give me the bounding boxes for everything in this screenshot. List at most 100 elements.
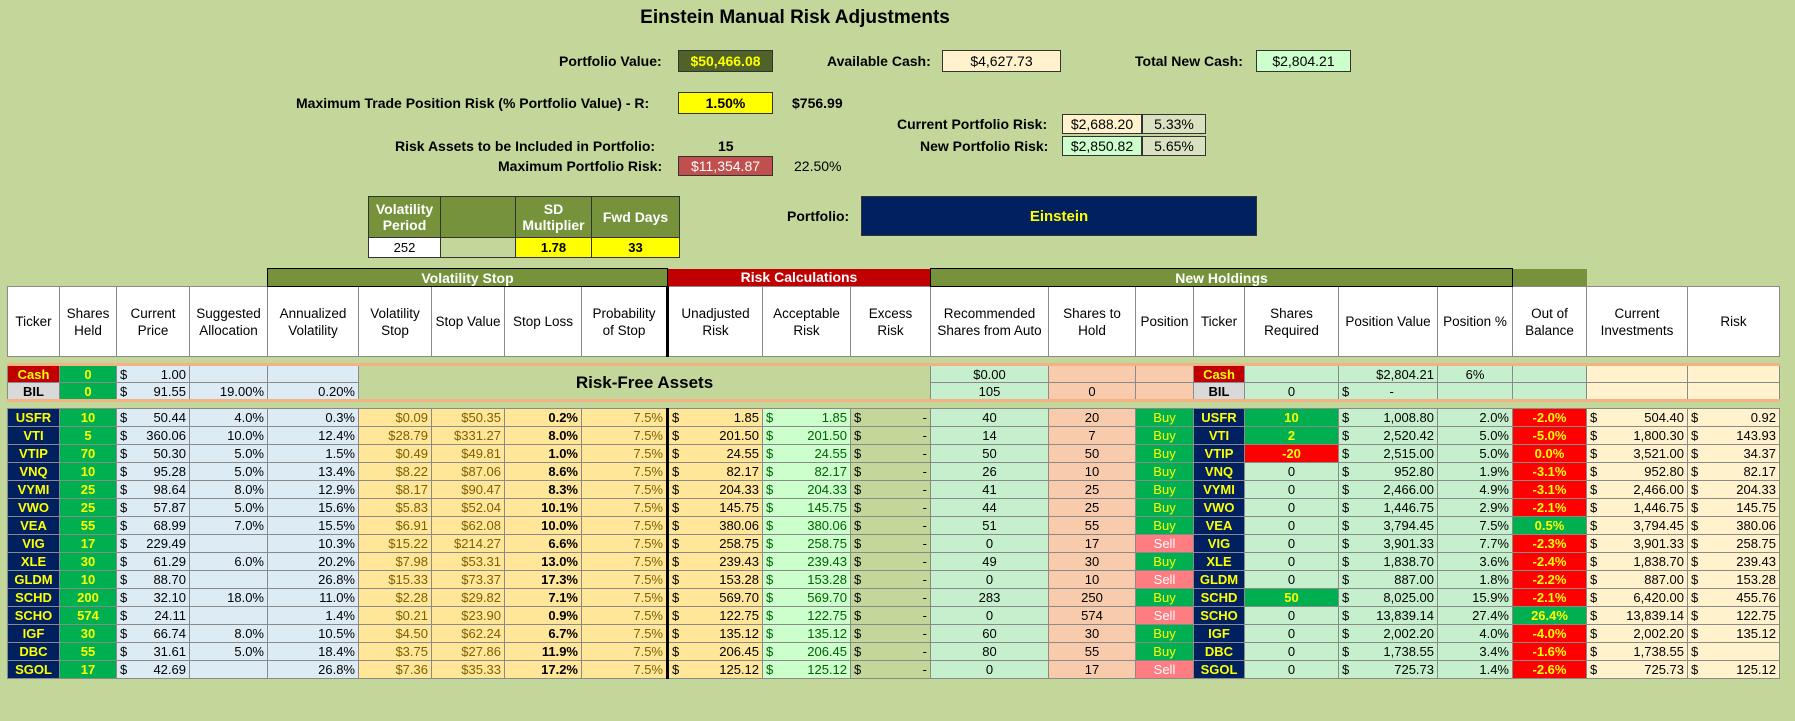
probability-of-stop-cell: 7.5% [581, 660, 668, 679]
shares-held-cell[interactable]: 30 [59, 552, 117, 571]
total-new-cash-cell[interactable]: $2,804.21 [1256, 50, 1351, 72]
current-price-cell-value: 360.06 [146, 428, 186, 443]
portfolio-value-cell[interactable]: $50,466.08 [678, 50, 773, 72]
asset-rows: USFR 10 $50.44 4.0% 0.3% $0.09 $50.35 0.2% 7.5% $… [7, 408, 1780, 679]
shares-held-cell[interactable]: 5 [59, 426, 117, 445]
ticker-cell[interactable]: USFR [7, 408, 60, 427]
table-row: USFR 10 $50.44 4.0% 0.3% $0.09 $50.35 0.2% 7.5% $… [7, 408, 1780, 427]
position-value-cell-value: 3,794.45 [1383, 518, 1434, 533]
ticker-cell[interactable]: SCHO [7, 606, 60, 625]
shares-to-hold-cell[interactable]: 55 [1048, 516, 1136, 535]
current-investments-cell-value: 504.40 [1644, 410, 1684, 425]
bil-ticker[interactable]: BIL [7, 382, 60, 401]
acceptable-risk-cell-value: 122.75 [807, 608, 847, 623]
shares-held-cell[interactable]: 25 [59, 480, 117, 499]
shares-to-hold-cell[interactable]: 574 [1048, 606, 1136, 625]
shares-to-hold-cell[interactable]: 25 [1048, 480, 1136, 499]
shares-to-hold-cell[interactable]: 50 [1048, 444, 1136, 463]
acceptable-risk-cell: $1.85 [762, 408, 851, 427]
shares-to-hold-cell[interactable]: 17 [1048, 534, 1136, 553]
shares-held-cell[interactable]: 70 [59, 444, 117, 463]
annualized-volatility-cell: 26.8% [267, 570, 359, 589]
position-pct-cell: 5.0% [1437, 426, 1513, 445]
sd-multiplier-value[interactable]: 1.78 [515, 237, 592, 258]
max-trade-risk-pct-cell[interactable]: 1.50% [678, 92, 773, 114]
ticker-cell[interactable]: VIG [7, 534, 60, 553]
unadjusted-risk-cell-value: 258.75 [719, 536, 759, 551]
position-value-cell-value: 3,901.33 [1383, 536, 1434, 551]
excess-risk-cell-value: - [922, 662, 927, 677]
fwd-days-value[interactable]: 33 [591, 237, 680, 258]
shares-to-hold-cell[interactable]: 30 [1048, 624, 1136, 643]
shares-to-hold-cell[interactable]: 10 [1048, 462, 1136, 481]
ticker-cell[interactable]: IGF [7, 624, 60, 643]
acceptable-risk-cell-value: 258.75 [807, 536, 847, 551]
cash-ticker[interactable]: Cash [7, 363, 60, 383]
shares-held-cell[interactable]: 55 [59, 516, 117, 535]
shares-to-hold-cell[interactable]: 55 [1048, 642, 1136, 661]
risk-cell-value: 455.76 [1736, 590, 1776, 605]
current-price-cell: $50.44 [116, 408, 190, 427]
current-price-cell-value: 32.10 [153, 590, 186, 605]
position-value-cell-value: 2,002.20 [1383, 626, 1434, 641]
bil-held[interactable]: 0 [59, 382, 117, 401]
excess-risk-cell-value: - [922, 464, 927, 479]
current-investments-cell-value: 887.00 [1644, 572, 1684, 587]
shares-to-hold-cell[interactable]: 17 [1048, 660, 1136, 679]
shares-to-hold-cell[interactable]: 25 [1048, 498, 1136, 517]
shares-required-cell: 0 [1244, 552, 1339, 571]
ticker-cell[interactable]: GLDM [7, 570, 60, 589]
ticker-cell[interactable]: SGOL [7, 660, 60, 679]
vol-period-value[interactable]: 252 [368, 237, 441, 258]
volatility-stop-cell: $28.79 [358, 426, 432, 445]
unadjusted-risk-cell-value: 239.43 [719, 554, 759, 569]
shares-to-hold-cell[interactable]: 10 [1048, 570, 1136, 589]
shares-held-cell[interactable]: 574 [59, 606, 117, 625]
unadjusted-risk-cell-value: 145.75 [719, 500, 759, 515]
excess-risk-cell-value: - [922, 518, 927, 533]
out-of-balance-cell: -1.6% [1512, 642, 1587, 661]
unadjusted-risk-cell-value: 125.12 [719, 662, 759, 677]
risk-cell: $204.33 [1687, 480, 1780, 499]
shares-to-hold-cell[interactable]: 30 [1048, 552, 1136, 571]
table-row: VTI 5 $360.06 10.0% 12.4% $28.79 $331.27 8.0% 7.… [7, 426, 1780, 445]
acceptable-risk-cell: $569.70 [762, 588, 851, 607]
shares-held-cell[interactable]: 17 [59, 660, 117, 679]
shares-to-hold-cell[interactable]: 7 [1048, 426, 1136, 445]
shares-held-cell[interactable]: 25 [59, 498, 117, 517]
ticker-cell[interactable]: XLE [7, 552, 60, 571]
shares-to-hold-cell[interactable]: 20 [1048, 408, 1136, 427]
out-of-balance-cell: -2.2% [1512, 570, 1587, 589]
stop-loss-cell: 8.0% [504, 426, 582, 445]
ticker-cell[interactable]: VTIP [7, 444, 60, 463]
ticker-cell[interactable]: VEA [7, 516, 60, 535]
shares-held-cell[interactable]: 55 [59, 642, 117, 661]
shares-held-cell[interactable]: 17 [59, 534, 117, 553]
shares-to-hold-cell[interactable]: 250 [1048, 588, 1136, 607]
ticker-cell[interactable]: VNQ [7, 462, 60, 481]
max-trade-risk-label: Maximum Trade Position Risk (% Portfolio… [296, 95, 650, 111]
volatility-params-table: Volatility Period SD Multiplier Fwd Days… [368, 196, 680, 258]
excess-risk-cell-value: - [922, 608, 927, 623]
risk-cell-value: 125.12 [1736, 662, 1776, 677]
cash-held[interactable]: 0 [59, 363, 117, 383]
shares-required-cell: 0 [1244, 660, 1339, 679]
cash-row: Cash 0 $1.00 Risk-Free Assets $0.00 Cash… [7, 363, 1780, 401]
position-cell: Buy [1135, 408, 1194, 427]
shares-held-cell[interactable]: 200 [59, 588, 117, 607]
shares-held-cell[interactable]: 10 [59, 570, 117, 589]
cash-pospct: 6% [1437, 363, 1513, 383]
risk-cell: $145.75 [1687, 498, 1780, 517]
ticker-cell[interactable]: VYMI [7, 480, 60, 499]
shares-held-cell[interactable]: 30 [59, 624, 117, 643]
available-cash-cell[interactable]: $4,627.73 [942, 50, 1061, 72]
ticker-cell[interactable]: DBC [7, 642, 60, 661]
shares-held-cell[interactable]: 10 [59, 408, 117, 427]
out-of-balance-cell: -2.4% [1512, 552, 1587, 571]
ticker-cell[interactable]: VTI [7, 426, 60, 445]
portfolio-name-cell[interactable]: Einstein [861, 196, 1257, 236]
shares-held-cell[interactable]: 10 [59, 462, 117, 481]
ticker-cell[interactable]: SCHD [7, 588, 60, 607]
ticker-cell[interactable]: VWO [7, 498, 60, 517]
position-cell: Sell [1135, 660, 1194, 679]
